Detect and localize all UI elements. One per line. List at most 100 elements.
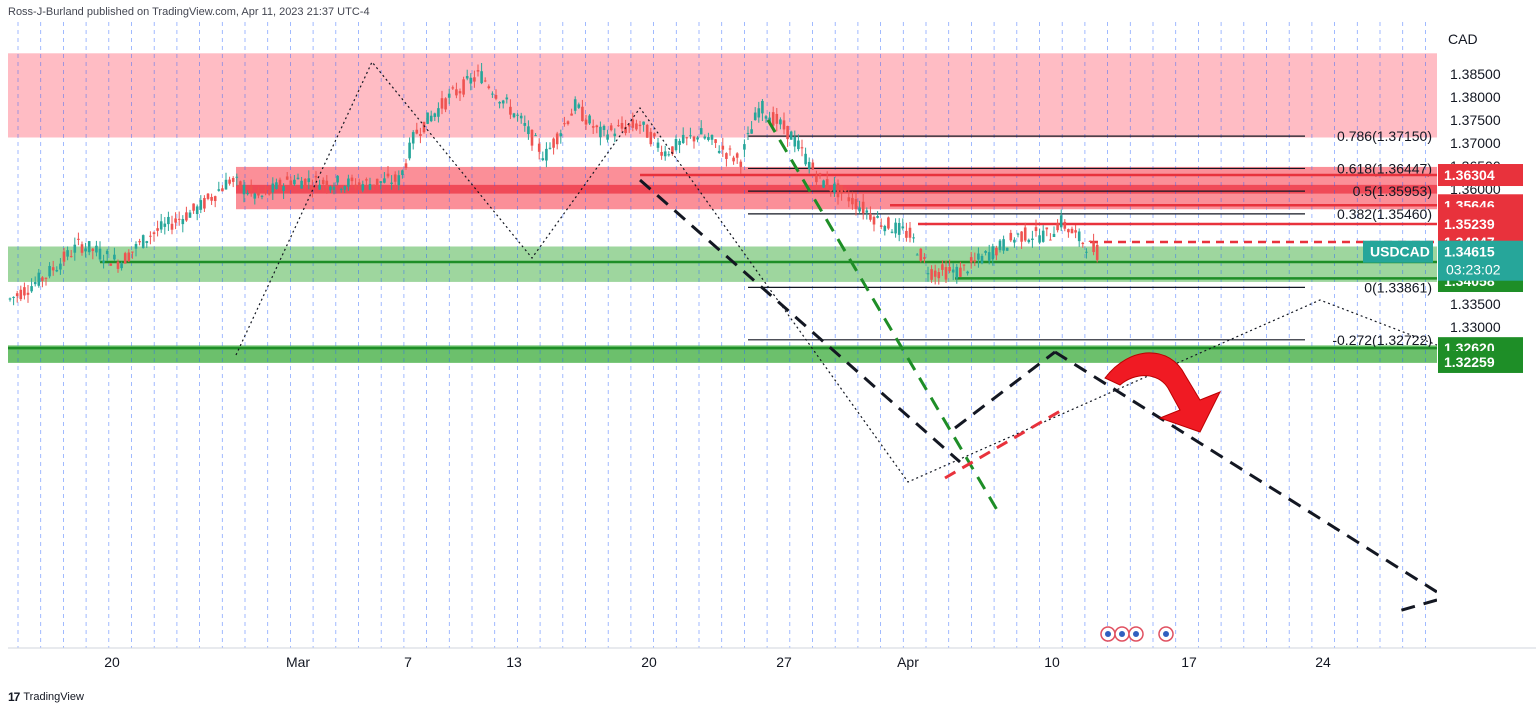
candle-body: [653, 133, 656, 137]
price-badge-label: 1.35239: [1444, 216, 1495, 232]
bearish-arrow-icon: [1104, 352, 1222, 433]
candle-body: [170, 223, 174, 230]
brand-name: TradingView: [23, 691, 84, 703]
candle-body: [739, 161, 743, 167]
candle-body: [811, 162, 815, 170]
candle-body: [516, 114, 519, 116]
candle-body: [1056, 223, 1059, 231]
candle-body: [937, 272, 941, 279]
candle-body: [447, 93, 451, 98]
candle-body: [638, 124, 642, 127]
candle-body: [138, 241, 141, 243]
candle-body: [707, 137, 710, 140]
candle-body: [91, 248, 95, 252]
candle-body: [48, 265, 51, 277]
candle-body: [181, 219, 185, 225]
candle-body: [354, 184, 357, 189]
candle-body: [311, 186, 314, 190]
candle-body: [73, 244, 77, 253]
candle-body: [1049, 239, 1052, 241]
candle-body: [462, 79, 465, 95]
countdown-label: 03:23:02: [1446, 262, 1501, 278]
lines-layer: 0.786(1.37150) 0.618(1.36447) 0.5(1.35953)…: [8, 128, 1437, 350]
candle-body: [239, 181, 242, 188]
current-price-label: 1.34615: [1444, 244, 1495, 260]
candle-body: [494, 94, 498, 99]
candle-body: [732, 157, 735, 162]
candle-body: [501, 100, 505, 104]
candle-body: [231, 178, 235, 182]
candle-body: [1059, 215, 1063, 228]
candle-body: [296, 177, 300, 179]
candle-body: [977, 253, 980, 260]
candle-body: [361, 184, 365, 191]
candle-body: [87, 241, 91, 253]
candle-body: [1009, 232, 1013, 241]
candle-body: [134, 244, 138, 249]
y-tick-label: 1.38500: [1450, 66, 1501, 82]
candle-body: [271, 183, 275, 193]
fib-label: -0.272(1.32722): [1332, 332, 1432, 348]
downtrend-line-upper: [639, 178, 961, 464]
candle-body: [397, 175, 401, 186]
candle-body: [959, 267, 962, 277]
candle-body: [519, 115, 523, 119]
candle-body: [318, 184, 321, 190]
footer[interactable]: 17 TradingView: [8, 690, 84, 704]
candle-body: [307, 178, 311, 183]
candle-body: [897, 222, 901, 235]
candle-body: [469, 77, 473, 84]
candle-body: [595, 125, 599, 128]
candle-body: [930, 269, 933, 280]
price-badge: [1438, 213, 1523, 236]
symbol-label: USDCAD: [1370, 244, 1430, 260]
price-badge-label: 1.32259: [1444, 354, 1495, 370]
candle-body: [476, 70, 480, 72]
candle-body: [764, 116, 768, 119]
candle-body: [379, 181, 383, 183]
candle-body: [631, 119, 635, 128]
us-flag-icon-core: [1163, 631, 1169, 637]
x-tick-label: 7: [404, 654, 412, 670]
candle-body: [584, 119, 588, 125]
candle-body: [350, 177, 354, 182]
candle-body: [1027, 239, 1031, 243]
candle-body: [408, 142, 411, 159]
candle-body: [635, 123, 638, 130]
candle-body: [365, 179, 368, 181]
price-badge: [1438, 350, 1523, 373]
x-tick-label: Apr: [897, 654, 919, 670]
candle-body: [289, 180, 293, 186]
candle-body: [887, 217, 890, 229]
candle-body: [1095, 244, 1099, 260]
candle-body: [383, 178, 386, 183]
candle-body: [213, 196, 217, 202]
candle-body: [689, 135, 692, 137]
candle-body: [426, 112, 429, 124]
candle-body: [681, 134, 685, 143]
candle-body: [329, 186, 332, 191]
candle-body: [840, 185, 843, 194]
candle-body: [836, 183, 840, 198]
candle-body: [807, 161, 811, 169]
candle-body: [235, 176, 239, 178]
candle-body: [131, 251, 134, 253]
candle-body: [678, 140, 681, 145]
price-chart[interactable]: 0.786(1.37150) 0.618(1.36447) 0.5(1.35953)…: [0, 0, 1536, 690]
candle-body: [433, 113, 437, 117]
candle-body: [800, 147, 804, 149]
y-tick-label: 1.33000: [1450, 319, 1501, 335]
candle-body: [491, 93, 494, 95]
core-resistance-band: [236, 184, 1437, 194]
candle-body: [473, 77, 476, 82]
candle-body: [1092, 241, 1095, 253]
candle-body: [642, 121, 645, 125]
channel-upper-line: [954, 350, 1056, 430]
candle-body: [159, 221, 163, 230]
candle-body: [1074, 230, 1077, 233]
candle-body: [1041, 230, 1045, 242]
candle-body: [1020, 231, 1023, 242]
candle-body: [923, 257, 926, 259]
candle-body: [325, 180, 329, 188]
candle-body: [123, 253, 127, 264]
